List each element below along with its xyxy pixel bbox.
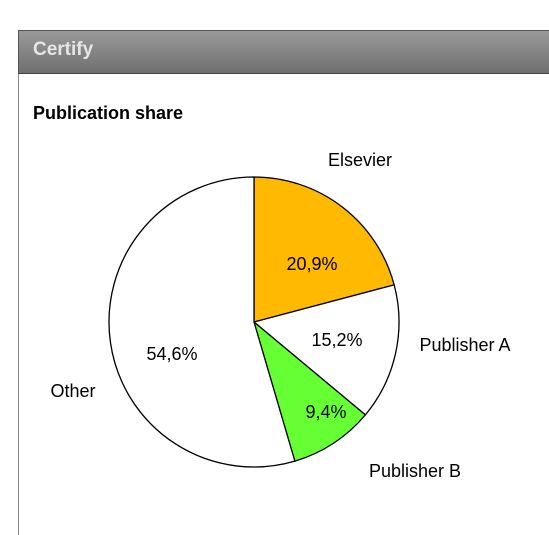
category-label: Publisher B [369,461,461,481]
pie-slice [253,176,395,323]
data-label: 54,6% [146,344,197,364]
category-label: Elsevier [328,150,392,170]
category-label: Publisher A [419,335,510,355]
side-border [18,74,19,535]
category-label: Other [50,381,95,401]
header-title: Certify [33,39,94,60]
data-label: 20,9% [286,254,337,274]
chart-title: Publication share [33,103,184,123]
pie-slice [108,176,296,468]
data-label: 9,4% [305,402,346,422]
pie-slice [252,320,367,462]
header: Certify [18,30,549,74]
data-label: 15,2% [311,330,362,350]
pie-slice [252,284,400,416]
